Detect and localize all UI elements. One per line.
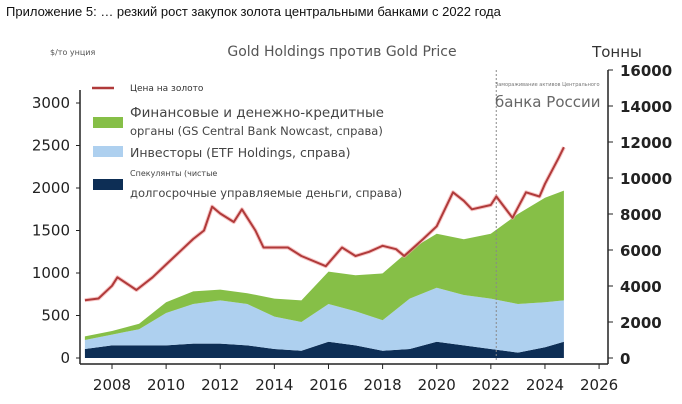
price-line-group xyxy=(84,146,566,303)
annotation-line2: банка России xyxy=(495,93,600,111)
figure-caption: Приложение 5: … резкий рост закупок золо… xyxy=(6,4,501,19)
x-tick-label: 2026 xyxy=(580,376,618,394)
x-tick-label: 2022 xyxy=(472,376,510,394)
gold-price-line xyxy=(84,146,565,302)
chart-title: Gold Holdings против Gold Price xyxy=(227,44,456,60)
legend-label-speculators-1: Спекулянты (чистые xyxy=(130,169,217,178)
x-tick-label: 2024 xyxy=(526,376,564,394)
right-y-tick-label: 16000 xyxy=(620,62,672,80)
legend-label-central-banks-1: Финансовые и денежно-кредитные xyxy=(130,105,384,121)
legend-label-central-banks-2: органы (GS Central Bank Nowcast, справа) xyxy=(130,124,383,138)
area-series-3 xyxy=(84,190,564,340)
right-axis-label: Тонны xyxy=(591,43,642,61)
right-y-tick-label: 10000 xyxy=(620,170,672,188)
legend-swatch-speculators xyxy=(93,179,123,190)
x-tick-label: 2016 xyxy=(309,376,347,394)
stacked-areas xyxy=(84,70,564,362)
legend-label-gold-price: Цена на золото xyxy=(130,84,204,94)
legend-label-investors: Инвесторы (ETF Holdings, справа) xyxy=(130,145,351,160)
legend: Цена на золото Финансовые и денежно-креди… xyxy=(92,84,402,200)
left-axis-label: $/то унция xyxy=(50,48,95,57)
right-y-tick-label: 2000 xyxy=(620,314,662,332)
left-y-tick-label: 500 xyxy=(41,307,70,325)
left-y-tick-label: 1500 xyxy=(32,222,70,240)
right-y-tick-label: 4000 xyxy=(620,278,662,296)
right-y-tick-label: 0 xyxy=(620,350,630,368)
legend-swatch-central-banks xyxy=(93,117,123,128)
right-y-tick-label: 12000 xyxy=(620,134,672,152)
left-y-tick-label: 3000 xyxy=(32,94,70,112)
left-y-tick-label: 1000 xyxy=(32,264,70,282)
x-tick-label: 2010 xyxy=(147,376,185,394)
x-tick-label: 2012 xyxy=(201,376,239,394)
annotation-line1: Замораживание активов Центрального xyxy=(495,82,600,88)
left-y-tick-label: 2000 xyxy=(32,179,70,197)
legend-label-speculators-2: долгосрочные управляемые деньги, справа) xyxy=(130,186,402,200)
x-tick-label: 2008 xyxy=(93,376,131,394)
right-y-tick-label: 14000 xyxy=(620,98,672,116)
area-series-1 xyxy=(84,341,564,358)
axes: 2008 2010 2012 2014 2016 2018 2020 2022 2024 2026… xyxy=(32,62,672,394)
x-tick-label: 2014 xyxy=(255,376,293,394)
left-y-tick-label: 0 xyxy=(60,349,70,367)
legend-swatch-investors xyxy=(93,146,123,157)
right-y-tick-label: 6000 xyxy=(620,242,662,260)
area-series-2 xyxy=(84,287,564,353)
right-y-tick-label: 8000 xyxy=(620,206,662,224)
x-tick-label: 2018 xyxy=(364,376,402,394)
x-tick-label: 2020 xyxy=(418,376,456,394)
left-y-tick-label: 2500 xyxy=(32,137,70,155)
